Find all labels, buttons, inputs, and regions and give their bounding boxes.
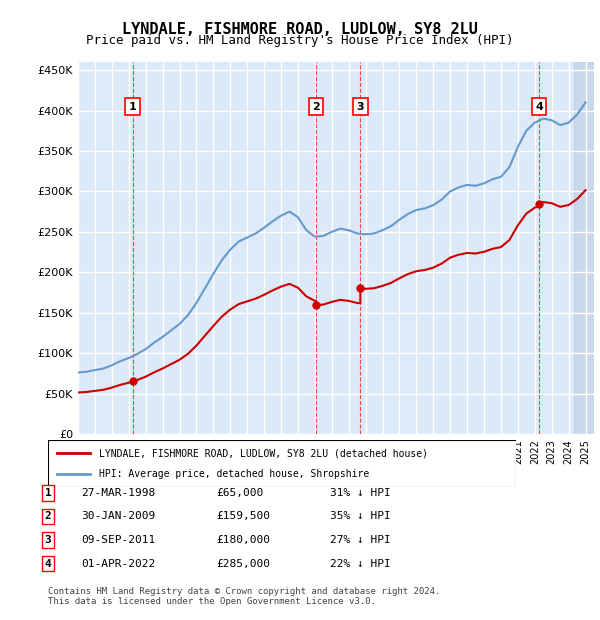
Text: 30-JAN-2009: 30-JAN-2009 [81, 512, 155, 521]
Text: 27-MAR-1998: 27-MAR-1998 [81, 488, 155, 498]
Text: 09-SEP-2011: 09-SEP-2011 [81, 535, 155, 545]
Text: HPI: Average price, detached house, Shropshire: HPI: Average price, detached house, Shro… [100, 469, 370, 479]
Text: 2: 2 [313, 102, 320, 112]
Text: £285,000: £285,000 [216, 559, 270, 569]
Text: 4: 4 [44, 559, 52, 569]
Text: 1: 1 [129, 102, 137, 112]
Text: 4: 4 [535, 102, 543, 112]
Text: 22% ↓ HPI: 22% ↓ HPI [330, 559, 391, 569]
FancyBboxPatch shape [48, 440, 516, 487]
Text: 1: 1 [44, 488, 52, 498]
Text: 2: 2 [44, 512, 52, 521]
Bar [574, 62, 594, 434]
Text: Price paid vs. HM Land Registry's House Price Index (HPI): Price paid vs. HM Land Registry's House … [86, 34, 514, 47]
Text: 3: 3 [44, 535, 52, 545]
Text: £65,000: £65,000 [216, 488, 263, 498]
Text: 31% ↓ HPI: 31% ↓ HPI [330, 488, 391, 498]
Text: £159,500: £159,500 [216, 512, 270, 521]
Text: 01-APR-2022: 01-APR-2022 [81, 559, 155, 569]
Text: £180,000: £180,000 [216, 535, 270, 545]
Text: Contains HM Land Registry data © Crown copyright and database right 2024.
This d: Contains HM Land Registry data © Crown c… [48, 587, 440, 606]
Text: LYNDALE, FISHMORE ROAD, LUDLOW, SY8 2LU (detached house): LYNDALE, FISHMORE ROAD, LUDLOW, SY8 2LU … [100, 448, 428, 458]
Text: 3: 3 [356, 102, 364, 112]
Text: 35% ↓ HPI: 35% ↓ HPI [330, 512, 391, 521]
Text: LYNDALE, FISHMORE ROAD, LUDLOW, SY8 2LU: LYNDALE, FISHMORE ROAD, LUDLOW, SY8 2LU [122, 22, 478, 37]
Text: 27% ↓ HPI: 27% ↓ HPI [330, 535, 391, 545]
